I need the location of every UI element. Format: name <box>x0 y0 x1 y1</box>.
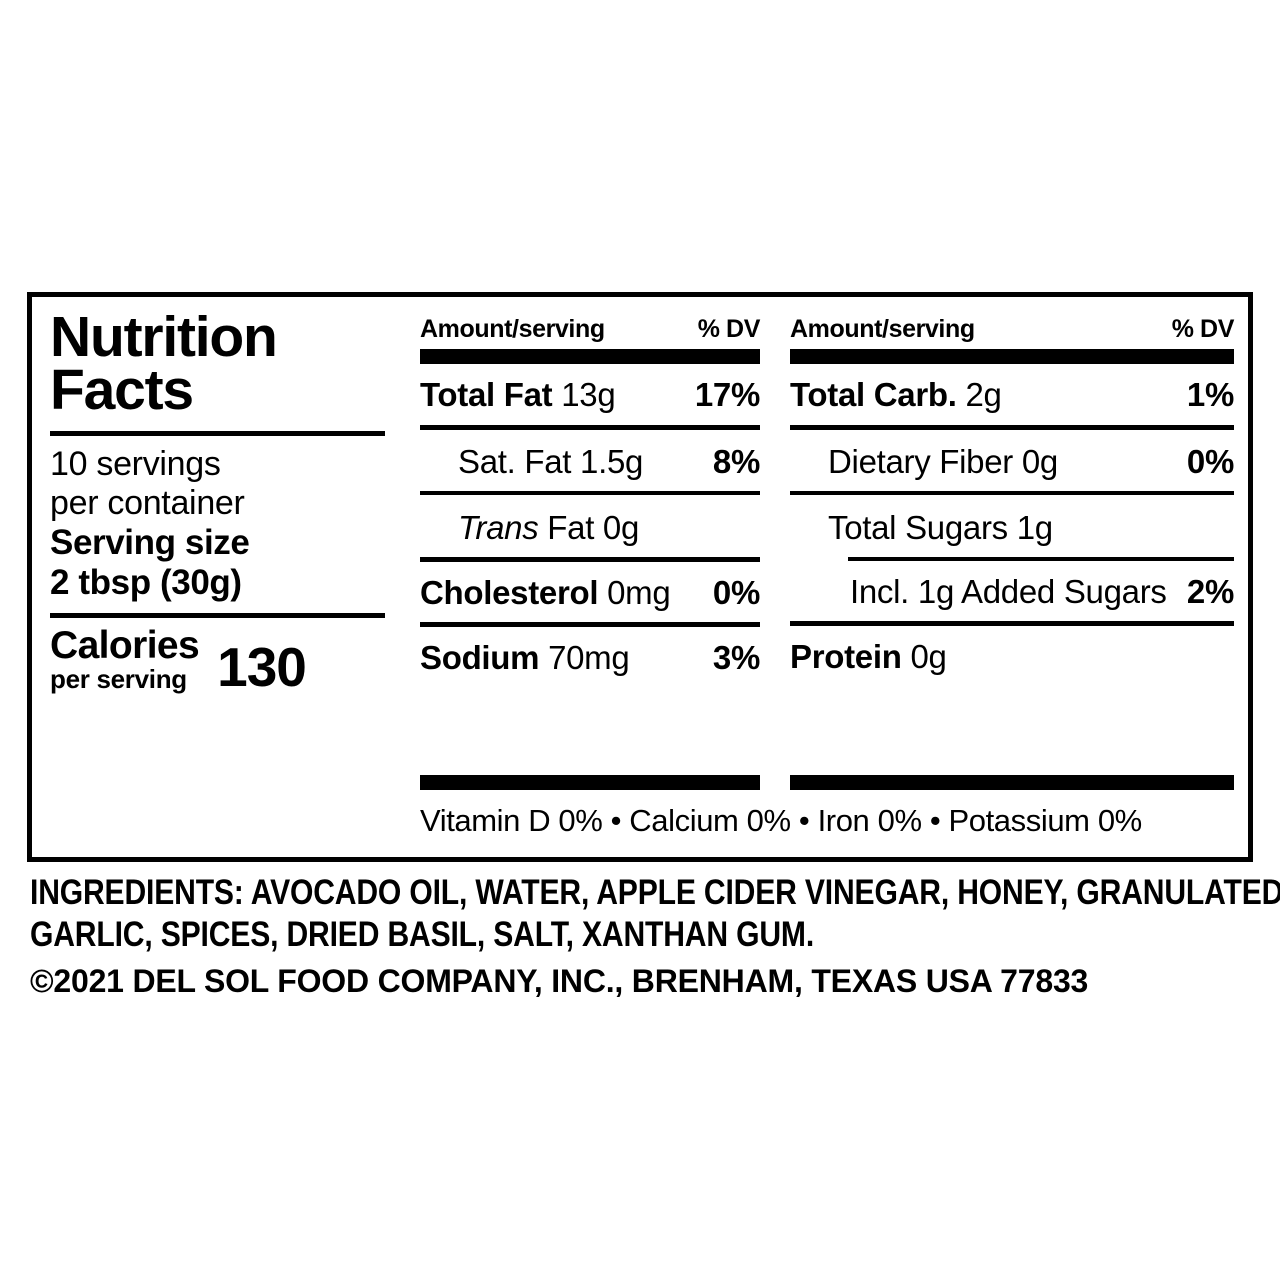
serving-size-value: 2 tbsp (30g) <box>50 563 242 602</box>
title-line-2: Facts <box>50 358 194 422</box>
header-thick-bar <box>790 349 1234 364</box>
total-sugars-label: Total Sugars 1g <box>828 509 1053 547</box>
dietary-fiber-label: Dietary Fiber 0g <box>828 443 1058 481</box>
table-row-total-fat: Total Fat 13g 17% <box>420 364 760 425</box>
table-row-sodium: Sodium 70mg 3% <box>420 627 760 685</box>
total-fat-label: Total Fat 13g <box>420 376 616 414</box>
nutrient-column-left: Amount/serving % DV Total Fat 13g 17% Sa… <box>420 303 760 855</box>
vitamins-minerals-strip: Vitamin D 0% • Calcium 0% • Iron 0% • Po… <box>420 775 1234 839</box>
servings-unit: per container <box>50 484 245 522</box>
dietary-fiber-name: Dietary Fiber <box>828 443 1013 480</box>
sat-fat-name: Sat. Fat <box>458 443 572 480</box>
ingredients-footer-block: INGREDIENTS: AVOCADO OIL, WATER, APPLE C… <box>30 872 1280 1001</box>
vitamins-separator-bars <box>420 775 1234 790</box>
serving-information-block: Nutrition Facts 10 servings per containe… <box>50 303 402 855</box>
ingredients-text: INGREDIENTS: AVOCADO OIL, WATER, APPLE C… <box>30 872 1280 956</box>
added-sugars-dv: 2% <box>1186 573 1234 610</box>
percent-dv-header: % DV <box>1171 315 1235 343</box>
percent-dv-header: % DV <box>697 315 761 343</box>
total-fat-amount: 13g <box>561 376 616 413</box>
cholesterol-amount: 0mg <box>607 574 671 611</box>
serving-size-label: Serving size <box>50 523 250 562</box>
row-rule <box>790 491 1234 495</box>
total-sugars-name: Total Sugars <box>828 509 1008 546</box>
sodium-amount: 70mg <box>548 639 630 676</box>
added-sugars-label: Incl. 1g Added Sugars <box>850 573 1167 610</box>
calories-divider-rule <box>50 613 385 618</box>
row-rule <box>420 622 760 627</box>
calories-value: 130 <box>217 636 307 698</box>
table-row-trans-fat: Trans Fat 0g <box>420 495 760 557</box>
protein-name: Protein <box>790 638 902 675</box>
row-rule <box>790 621 1234 626</box>
trans-fat-name: Trans <box>458 509 539 546</box>
row-rule <box>420 557 760 562</box>
calories-label: Calories <box>50 624 200 667</box>
total-fat-dv: 17% <box>694 376 760 413</box>
title-line-1: Nutrition <box>50 305 278 369</box>
protein-amount: 0g <box>910 638 947 675</box>
vitamins-bar-left <box>420 775 760 790</box>
table-row-total-sugars: Total Sugars 1g <box>790 495 1234 557</box>
total-carb-dv: 1% <box>1186 376 1234 413</box>
vitamins-bar-right <box>790 775 1234 790</box>
dietary-fiber-dv: 0% <box>1186 443 1234 480</box>
row-rule <box>420 425 760 430</box>
row-rule <box>420 491 760 495</box>
cholesterol-label: Cholesterol 0mg <box>420 574 671 612</box>
servings-count: 10 servings <box>50 445 221 483</box>
sat-fat-amount: 1.5g <box>580 443 644 480</box>
title-divider-rule <box>50 431 385 436</box>
protein-label: Protein 0g <box>790 638 947 676</box>
total-carb-amount: 2g <box>965 376 1002 413</box>
table-row-dietary-fiber: Dietary Fiber 0g 0% <box>790 430 1234 491</box>
total-carb-name: Total Carb. <box>790 376 957 413</box>
vitamins-minerals-text: Vitamin D 0% • Calcium 0% • Iron 0% • Po… <box>420 803 1142 838</box>
nutrition-facts-panel: Nutrition Facts 10 servings per containe… <box>27 292 1253 862</box>
calories-sublabel: per serving <box>50 664 187 694</box>
nutrition-facts-title: Nutrition Facts <box>50 303 402 422</box>
total-carb-label: Total Carb. 2g <box>790 376 1002 414</box>
serving-size: Serving size 2 tbsp (30g) <box>50 523 402 603</box>
sat-fat-dv: 8% <box>712 443 760 480</box>
sodium-dv: 3% <box>712 639 760 676</box>
nutrient-column-right: Amount/serving % DV Total Carb. 2g 1% Di… <box>790 303 1234 855</box>
column-header-left: Amount/serving % DV <box>420 303 760 349</box>
calories-row: Calories per serving 130 <box>50 624 402 698</box>
column-header-right: Amount/serving % DV <box>790 303 1234 349</box>
servings-per-container: 10 servings per container <box>50 445 402 523</box>
row-rule <box>790 425 1234 430</box>
sodium-label: Sodium 70mg <box>420 639 630 677</box>
total-fat-name: Total Fat <box>420 376 553 413</box>
sodium-name: Sodium <box>420 639 540 676</box>
ingredients-line-2: GARLIC, SPICES, DRIED BASIL, SALT, XANTH… <box>30 915 815 954</box>
row-rule-indented <box>848 557 1234 561</box>
cholesterol-dv: 0% <box>712 574 760 611</box>
table-row-total-carbohydrate: Total Carb. 2g 1% <box>790 364 1234 425</box>
calories-label-group: Calories per serving <box>50 624 200 694</box>
amount-per-serving-header: Amount/serving <box>790 315 975 343</box>
sat-fat-label: Sat. Fat 1.5g <box>458 443 643 481</box>
trans-fat-amount: Fat 0g <box>547 509 640 546</box>
copyright-text: ©2021 DEL SOL FOOD COMPANY, INC., BRENHA… <box>30 963 1089 999</box>
table-row-saturated-fat: Sat. Fat 1.5g 8% <box>420 430 760 491</box>
table-row-protein: Protein 0g <box>790 626 1234 684</box>
amount-per-serving-header: Amount/serving <box>420 315 605 343</box>
total-sugars-amount: 1g <box>1016 509 1053 546</box>
cholesterol-name: Cholesterol <box>420 574 599 611</box>
table-row-added-sugars: Incl. 1g Added Sugars 2% <box>790 561 1234 621</box>
table-row-cholesterol: Cholesterol 0mg 0% <box>420 562 760 622</box>
trans-fat-label: Trans Fat 0g <box>458 509 639 547</box>
ingredients-line-1: INGREDIENTS: AVOCADO OIL, WATER, APPLE C… <box>30 873 1280 912</box>
header-thick-bar <box>420 349 760 364</box>
copyright-line: ©2021 DEL SOL FOOD COMPANY, INC., BRENHA… <box>30 956 1265 1001</box>
dietary-fiber-amount: 0g <box>1021 443 1058 480</box>
